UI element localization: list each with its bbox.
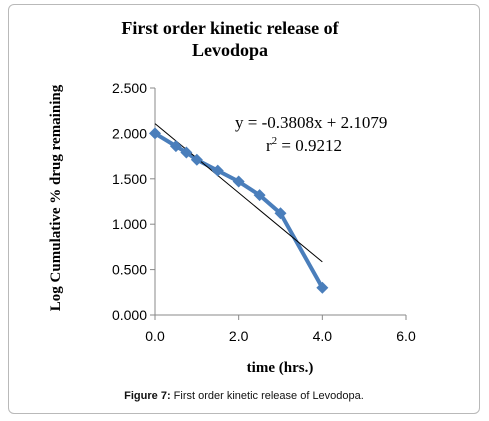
data-point: [253, 189, 266, 202]
x-tick-label: 6.0: [396, 328, 416, 344]
x-axis-label: time (hrs.): [247, 360, 314, 376]
data-point: [190, 153, 203, 166]
x-tick-label: 0.0: [145, 328, 165, 344]
data-point: [274, 207, 287, 220]
y-tick-label: 2.500: [112, 80, 147, 96]
series-line: [153, 131, 325, 290]
y-tick-label: 1.000: [112, 216, 147, 232]
data-point: [180, 146, 193, 159]
data-point: [232, 175, 245, 188]
x-tick-label: 4.0: [313, 328, 333, 344]
data-point: [169, 140, 182, 153]
figure-caption: Figure 7: First order kinetic release of…: [8, 390, 480, 402]
y-tick-label: 0.000: [112, 307, 147, 323]
chart-title-line2: Levodopa: [192, 40, 268, 60]
caption-label: Figure 7:: [124, 390, 171, 402]
data-point: [316, 281, 329, 294]
data-point: [211, 164, 224, 177]
trendline: [154, 123, 323, 263]
caption-text: First order kinetic release of Levodopa.: [170, 390, 364, 402]
y-tick-label: 2.000: [112, 125, 147, 141]
chart-title-line1: First order kinetic release of: [121, 18, 339, 38]
y-tick-label: 0.500: [112, 262, 147, 278]
regression-equation: y = -0.3808x + 2.1079: [235, 113, 387, 132]
x-tick-label: 2.0: [229, 328, 249, 344]
r-squared: r2 = 0.9212: [266, 135, 342, 155]
y-axis-label: Log Cumulative % drug remaining: [48, 84, 64, 311]
data-point: [149, 127, 161, 140]
figure-frame: [8, 4, 480, 414]
y-tick-label: 1.500: [112, 171, 147, 187]
